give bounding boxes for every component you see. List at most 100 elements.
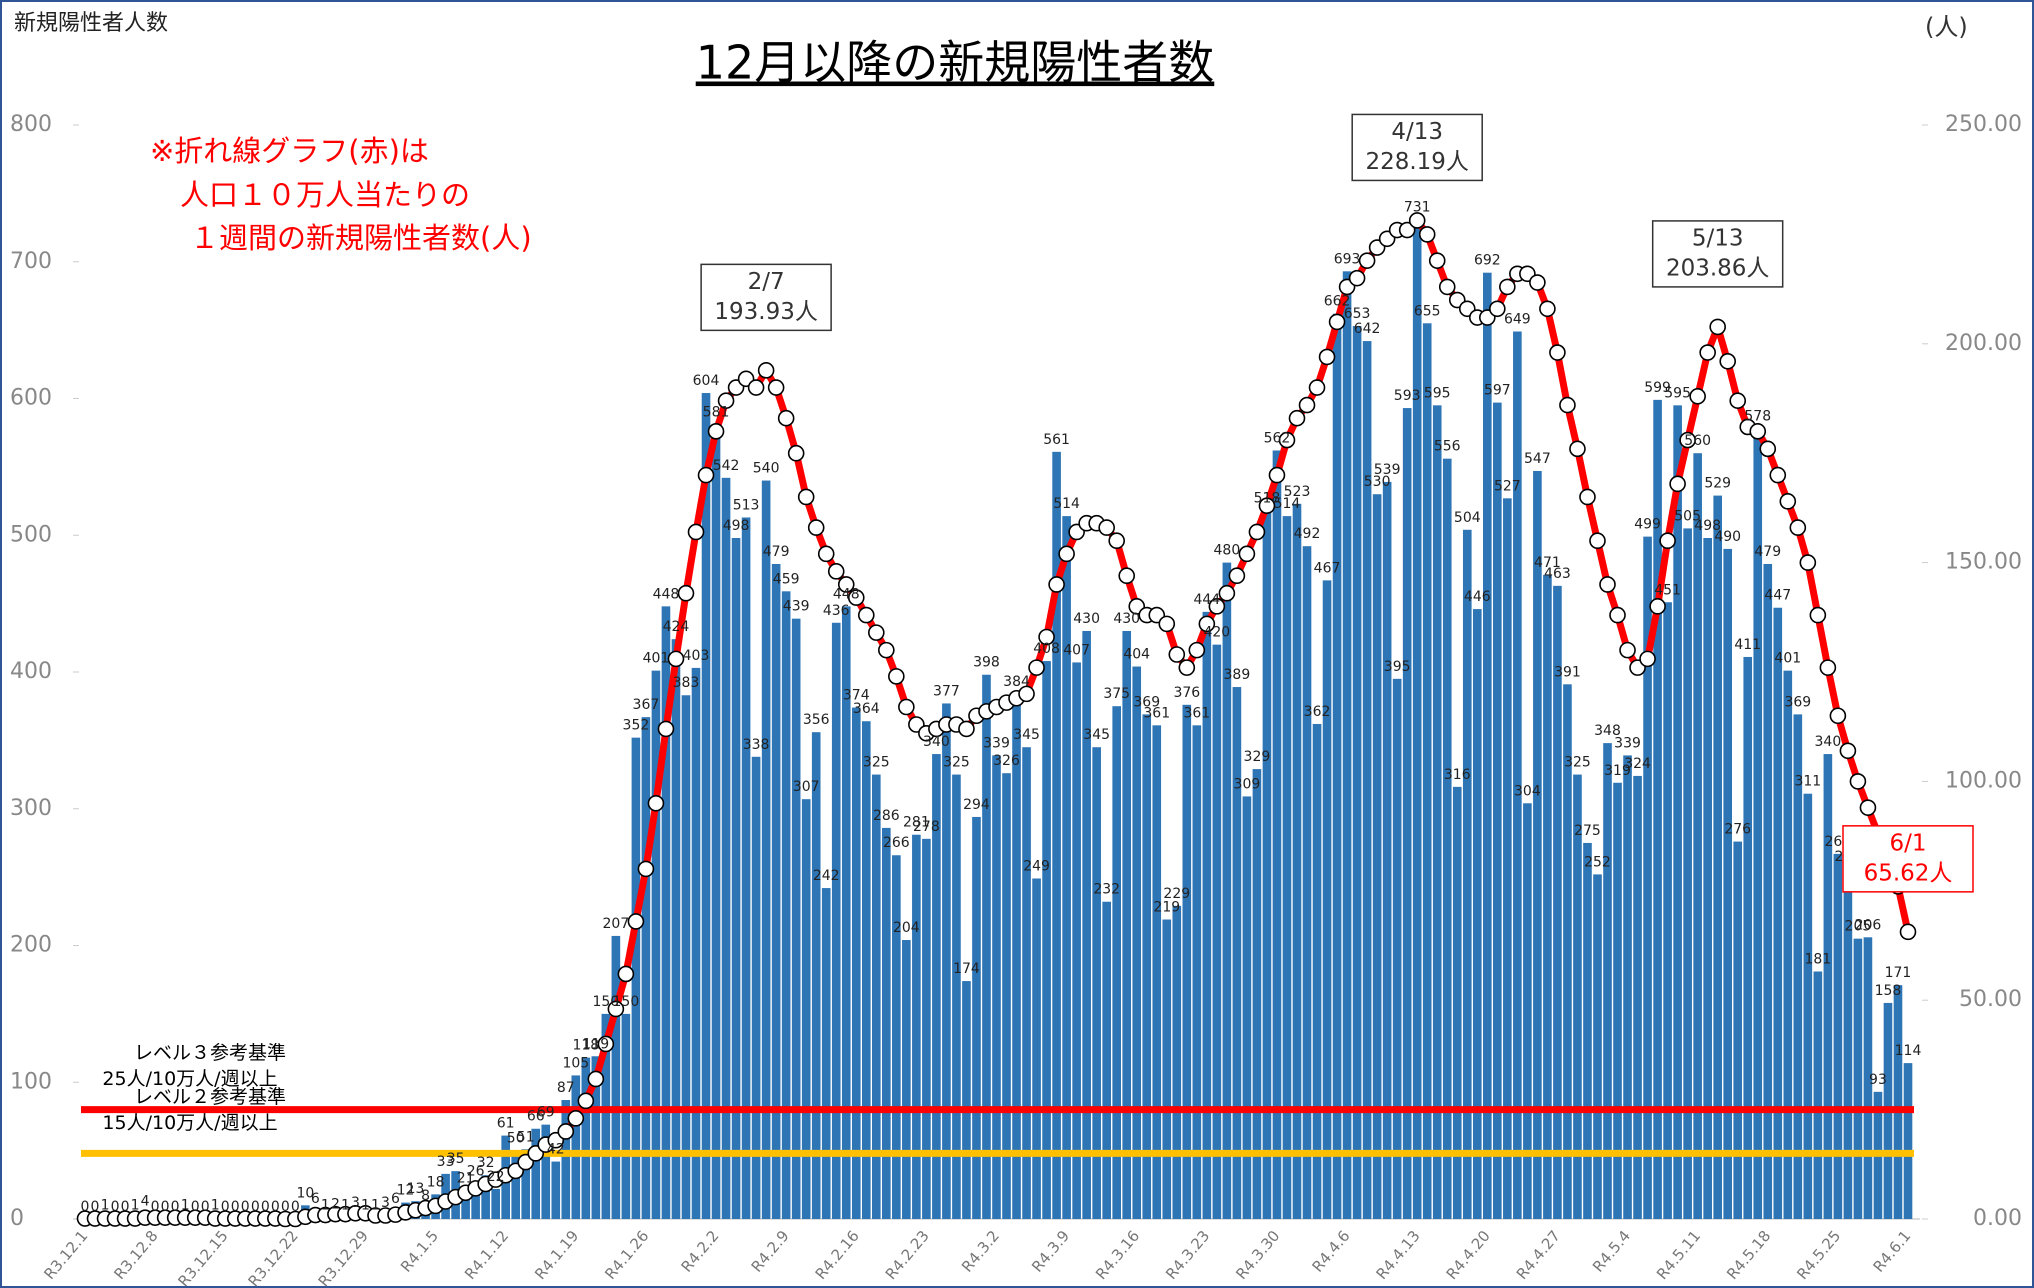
bar	[841, 606, 851, 1219]
reference-label: レベル３参考基準	[134, 1042, 286, 1064]
line-marker	[777, 409, 795, 427]
bar	[1302, 546, 1312, 1219]
bar	[952, 774, 961, 1219]
data-label: 376	[1173, 685, 1200, 701]
data-label: 398	[973, 655, 1000, 671]
data-label: 118	[572, 1038, 599, 1054]
bar	[1553, 585, 1562, 1219]
bar	[1903, 1063, 1913, 1219]
data-label: 523	[1284, 484, 1311, 500]
data-label: 229	[1163, 886, 1190, 902]
bar	[1142, 714, 1152, 1219]
bar	[761, 480, 771, 1219]
data-label: 504	[1454, 510, 1481, 526]
data-label: 0	[261, 1199, 270, 1215]
bar	[1863, 937, 1873, 1219]
bar	[1082, 630, 1091, 1219]
bar	[1713, 495, 1722, 1219]
bar	[491, 1188, 500, 1219]
data-label: 61	[497, 1116, 515, 1132]
bar	[1503, 498, 1512, 1219]
line-marker	[1719, 353, 1737, 370]
data-label: 0	[121, 1199, 130, 1215]
line-marker	[667, 650, 685, 668]
line-marker	[1048, 576, 1065, 593]
data-label: 278	[913, 819, 940, 835]
bar	[1733, 841, 1743, 1219]
data-label: 492	[1294, 526, 1321, 542]
annotation-value: 203.86人	[1666, 255, 1769, 281]
bar	[1793, 714, 1803, 1219]
data-label: 6	[391, 1191, 400, 1207]
data-label: 0	[111, 1199, 120, 1215]
data-label: 361	[1143, 705, 1170, 721]
data-label: 119	[582, 1036, 609, 1052]
data-label: 597	[1484, 383, 1511, 399]
bar	[641, 717, 651, 1219]
data-label: 266	[883, 835, 910, 851]
line-marker	[767, 379, 785, 396]
line-marker	[1398, 221, 1416, 239]
line-marker	[797, 488, 815, 506]
line-marker	[1278, 431, 1296, 449]
bar	[942, 703, 951, 1219]
bar	[621, 1013, 631, 1219]
y-tick-label: 800	[10, 112, 52, 137]
data-label: 540	[753, 461, 780, 477]
line-marker	[567, 1110, 585, 1127]
line-marker	[1238, 545, 1256, 563]
line-marker	[1709, 318, 1726, 336]
data-label: 599	[1644, 380, 1671, 396]
bar	[1763, 563, 1773, 1219]
data-label: 693	[1334, 251, 1361, 267]
data-label: 447	[1764, 588, 1791, 604]
data-label: 593	[1394, 388, 1421, 404]
data-label: 1	[101, 1198, 110, 1214]
line-marker	[878, 641, 895, 659]
data-label: 377	[933, 683, 960, 699]
annotation-label: 5/13	[1692, 225, 1744, 251]
note: １週間の新規陽性者数(人)	[190, 221, 532, 255]
line-marker	[1288, 409, 1306, 427]
bar	[531, 1128, 541, 1219]
data-label: 309	[1234, 776, 1261, 792]
data-label: 498	[1694, 518, 1721, 534]
line-marker	[557, 1123, 575, 1140]
data-label: 276	[1724, 822, 1751, 838]
line-marker	[597, 1035, 615, 1053]
data-label: 0	[171, 1199, 180, 1215]
data-label: 356	[803, 712, 830, 728]
line-marker	[1058, 545, 1075, 563]
data-label: 1	[131, 1198, 140, 1214]
data-label: 439	[783, 599, 810, 615]
bar	[461, 1190, 470, 1219]
line-marker	[1218, 584, 1236, 602]
line-marker	[1539, 300, 1556, 318]
data-label: 578	[1744, 409, 1771, 425]
y-tick-label: 100	[10, 1069, 52, 1094]
bar	[1022, 747, 1031, 1219]
bar	[1202, 611, 1212, 1219]
bar	[1833, 853, 1843, 1219]
line-marker	[1809, 606, 1827, 624]
line-marker	[1649, 598, 1666, 615]
data-label: 3	[381, 1195, 390, 1211]
bar	[1122, 630, 1132, 1219]
bar	[611, 935, 621, 1219]
data-label: 1	[371, 1198, 380, 1214]
bar	[791, 618, 801, 1219]
bar	[1262, 510, 1272, 1219]
y-tick-label: 300	[10, 796, 52, 821]
bar	[1192, 725, 1202, 1219]
data-label: 0	[191, 1199, 200, 1215]
bar	[1563, 684, 1572, 1219]
data-label: 319	[1604, 763, 1631, 779]
bar	[1533, 470, 1542, 1219]
bar	[1382, 481, 1392, 1220]
data-label: 51	[517, 1129, 535, 1145]
bar	[982, 674, 991, 1219]
data-label: 642	[1354, 321, 1381, 337]
data-label: 242	[813, 868, 840, 884]
data-label: 369	[1133, 694, 1160, 710]
data-label: 307	[793, 779, 820, 795]
